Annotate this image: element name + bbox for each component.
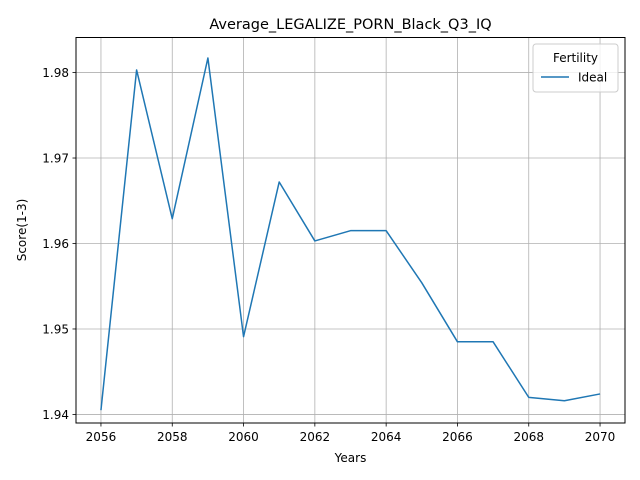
plot-area-frame	[75, 37, 626, 424]
legend-label-ideal: Ideal	[578, 71, 607, 85]
legend-box	[532, 43, 619, 93]
x-tick-label: 2058	[157, 430, 188, 444]
series-layer	[100, 57, 601, 411]
x-axis-label: Years	[334, 451, 367, 465]
grid-lines	[76, 37, 625, 423]
x-axis: 2056 2058 2060 2062 2064 2066 2068 2070	[86, 423, 616, 444]
y-axis: 1.94 1.95 1.96 1.97 1.98	[42, 66, 76, 422]
x-tick-label: 2066	[442, 430, 473, 444]
y-tick-label: 1.94	[42, 408, 69, 422]
x-tick-label: 2070	[585, 430, 616, 444]
legend-title: Fertility	[553, 51, 598, 65]
y-tick-label: 1.97	[42, 152, 69, 166]
y-tick-label: 1.98	[42, 66, 69, 80]
legend: Fertility Ideal	[532, 43, 619, 93]
x-tick-label: 2064	[371, 430, 402, 444]
x-tick-label: 2056	[86, 430, 117, 444]
x-tick-label: 2060	[228, 430, 259, 444]
y-axis-label: Score(1-3)	[15, 199, 29, 262]
y-tick-label: 1.95	[42, 322, 69, 336]
chart-title: Average_LEGALIZE_PORN_Black_Q3_IQ	[209, 17, 491, 33]
x-tick-label: 2068	[513, 430, 544, 444]
y-tick-label: 1.96	[42, 237, 69, 251]
x-tick-label: 2062	[300, 430, 331, 444]
